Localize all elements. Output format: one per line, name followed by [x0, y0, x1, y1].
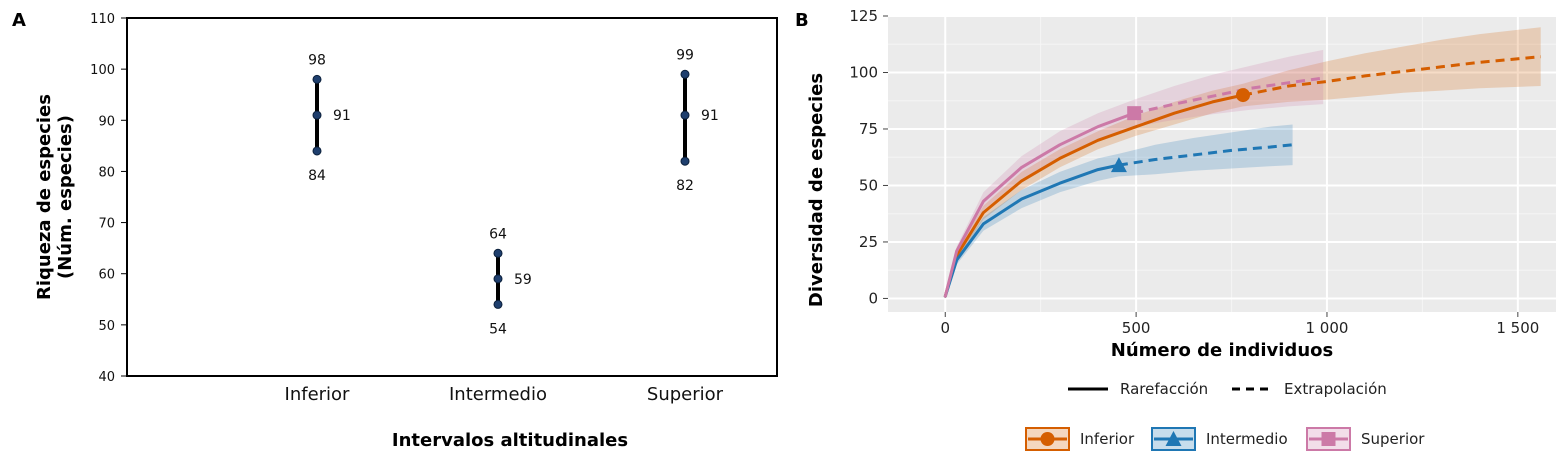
point-high	[493, 248, 503, 258]
panel-b-legend-method: Rarefacción Extrapolación	[1068, 380, 1387, 398]
legend-marker-intermedio	[1165, 431, 1182, 446]
legend-rarefaction-label: Rarefacción	[1120, 380, 1208, 398]
panel-b-curves	[943, 55, 1541, 298]
panel-b-x-ticks: 0 500 1 000 1 500	[940, 312, 1539, 337]
panel-label-a: A	[12, 10, 26, 31]
panel-a-chart: 40 50 60 70 80 90 100 110 Inferior Intermedio Sup…	[34, 12, 778, 451]
legend-label-superior: Superior	[1361, 430, 1425, 448]
point-low	[493, 299, 503, 309]
panel-b-y-tick-label: 25	[859, 233, 878, 251]
legend-extrapolation-label: Extrapolación	[1284, 380, 1387, 398]
data-label-mid: 91	[333, 108, 351, 124]
panel-b-y-ticks: 0 25 50 75 100 125	[849, 7, 888, 307]
extrapolation-line-intermedio	[1118, 143, 1293, 167]
observed-marker-superior	[1127, 106, 1142, 121]
legend-marker-inferior	[1040, 432, 1055, 446]
data-label-high: 98	[308, 52, 326, 68]
point-high	[312, 74, 322, 84]
panel-b-y-tick-label: 100	[849, 63, 878, 81]
data-label-low: 82	[676, 178, 694, 194]
panel-a-y-tick-label: 90	[98, 114, 115, 129]
observed-marker-intermedio	[1110, 157, 1127, 173]
confidence-band-inferior	[945, 27, 1541, 297]
point-mid	[312, 110, 322, 120]
panel-a-x-axis-title: Intervalos altitudinales	[392, 430, 628, 451]
observed-marker-inferior	[1235, 88, 1250, 103]
panel-a-y-tick-label: 40	[98, 370, 115, 385]
extrapolation-line-superior	[1133, 76, 1324, 115]
panel-b-y-axis-title: Diversidad de especies	[806, 73, 827, 307]
panel-a-y-tick-label: 50	[98, 319, 115, 334]
legend-marker-superior	[1321, 432, 1336, 446]
panel-a-y-tick-label: 80	[98, 165, 115, 180]
point-low	[680, 156, 690, 166]
panel-b-x-tick-label: 500	[1122, 319, 1151, 337]
data-label-mid: 59	[514, 272, 532, 288]
panel-a-plot-frame	[126, 17, 778, 377]
panel-b-y-tick-label: 75	[859, 120, 878, 138]
panel-a-category-label: Inferior	[285, 384, 351, 405]
panel-b-confidence-bands	[945, 27, 1541, 297]
legend-label-intermedio: Intermedio	[1206, 430, 1288, 448]
panel-a-category-label: Superior	[647, 384, 724, 405]
panel-b-x-tick-label: 1 000	[1305, 319, 1348, 337]
panel-b-x-axis-title: Número de individuos	[1111, 340, 1333, 361]
panel-a-y-axis-title-line1: Riqueza de especies	[34, 94, 55, 300]
rarefaction-line-inferior	[943, 93, 1245, 298]
rarefaction-line-intermedio	[943, 163, 1121, 298]
panel-a-category-label: Intermedio	[449, 384, 547, 405]
panel-a-y-axis-title-line2: (Núm. especies)	[55, 115, 76, 279]
panel-label-b: B	[795, 10, 809, 31]
panel-b-y-tick-label: 50	[859, 176, 878, 194]
data-label-high: 99	[676, 47, 694, 63]
data-label-high: 64	[489, 226, 507, 242]
point-mid	[680, 110, 690, 120]
confidence-band-intermedio	[945, 124, 1293, 297]
panel-a-y-tick-label: 60	[98, 268, 115, 283]
panel-a-y-tick-label: 100	[90, 63, 115, 78]
panel-a-y-ticks: 40 50 60 70 80 90 100 110	[90, 12, 127, 385]
panel-b-y-tick-label: 0	[868, 289, 878, 307]
panel-b-x-tick-label: 1 500	[1496, 319, 1539, 337]
point-mid	[493, 274, 503, 284]
legend-label-inferior: Inferior	[1080, 430, 1135, 448]
panel-b-observed-markers	[1110, 88, 1250, 173]
point-high	[680, 69, 690, 79]
panel-a-category-labels: Inferior Intermedio Superior	[285, 384, 724, 405]
panel-a-y-tick-label: 70	[98, 217, 115, 232]
panel-b-y-tick-label: 125	[849, 7, 878, 25]
confidence-band-superior	[945, 49, 1324, 297]
panel-b-chart: 0 500 1 000 1 500 0 25 50 75 100 125 Diversidad …	[806, 7, 1556, 451]
panel-a-marks: 98 91 84 64 59 54 99 91 82	[308, 47, 719, 337]
extrapolation-line-inferior	[1242, 55, 1541, 97]
panel-b-legend-series: Inferior Intermedio Superior	[1025, 427, 1425, 451]
rarefaction-line-superior	[943, 111, 1136, 298]
point-low	[312, 146, 322, 156]
data-label-low: 84	[308, 168, 326, 184]
panel-b-x-tick-label: 0	[940, 319, 950, 337]
panel-a-y-tick-label: 110	[90, 12, 115, 27]
data-label-low: 54	[489, 321, 507, 337]
data-label-mid: 91	[701, 108, 719, 124]
